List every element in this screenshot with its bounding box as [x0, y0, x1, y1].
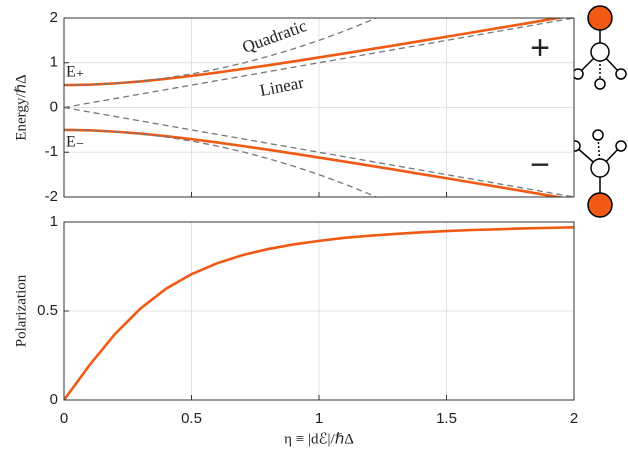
y-tick-label: 0	[50, 391, 58, 408]
annotation: −	[530, 146, 550, 184]
y-axis-label: Energy/ℏΔ	[13, 74, 29, 141]
x-tick-label: 1.5	[436, 410, 457, 427]
axes-frame	[63, 221, 575, 401]
annotation: +	[530, 29, 550, 67]
x-tick-label: 1	[315, 410, 323, 427]
series-line	[64, 226, 574, 400]
series-line	[64, 106, 574, 197]
series-line	[64, 18, 378, 86]
x-tick-label: 0	[60, 410, 68, 427]
annotation: E₋	[66, 134, 84, 151]
molecule-up	[572, 5, 627, 90]
y-tick-label: 1	[50, 54, 58, 71]
x-tick-label: 0.5	[181, 410, 202, 427]
x-tick-label: 2	[570, 410, 578, 427]
y-tick-label: -2	[45, 188, 58, 205]
y-tick-label: 0	[50, 98, 58, 115]
y-tick-label: 0.5	[37, 302, 58, 319]
x-axis-label: η ≡ |dℰ|/ℏΔ	[284, 431, 354, 447]
series-line	[64, 18, 574, 109]
molecule-down	[569, 129, 627, 218]
series-line	[64, 129, 378, 197]
y-tick-label: 2	[50, 9, 58, 26]
y-tick-label: -1	[45, 143, 58, 160]
axes-frame	[63, 17, 575, 198]
y-tick-label: 1	[50, 213, 58, 230]
y-axis-label: Polarization	[13, 274, 29, 347]
annotation: E₊	[66, 64, 84, 81]
